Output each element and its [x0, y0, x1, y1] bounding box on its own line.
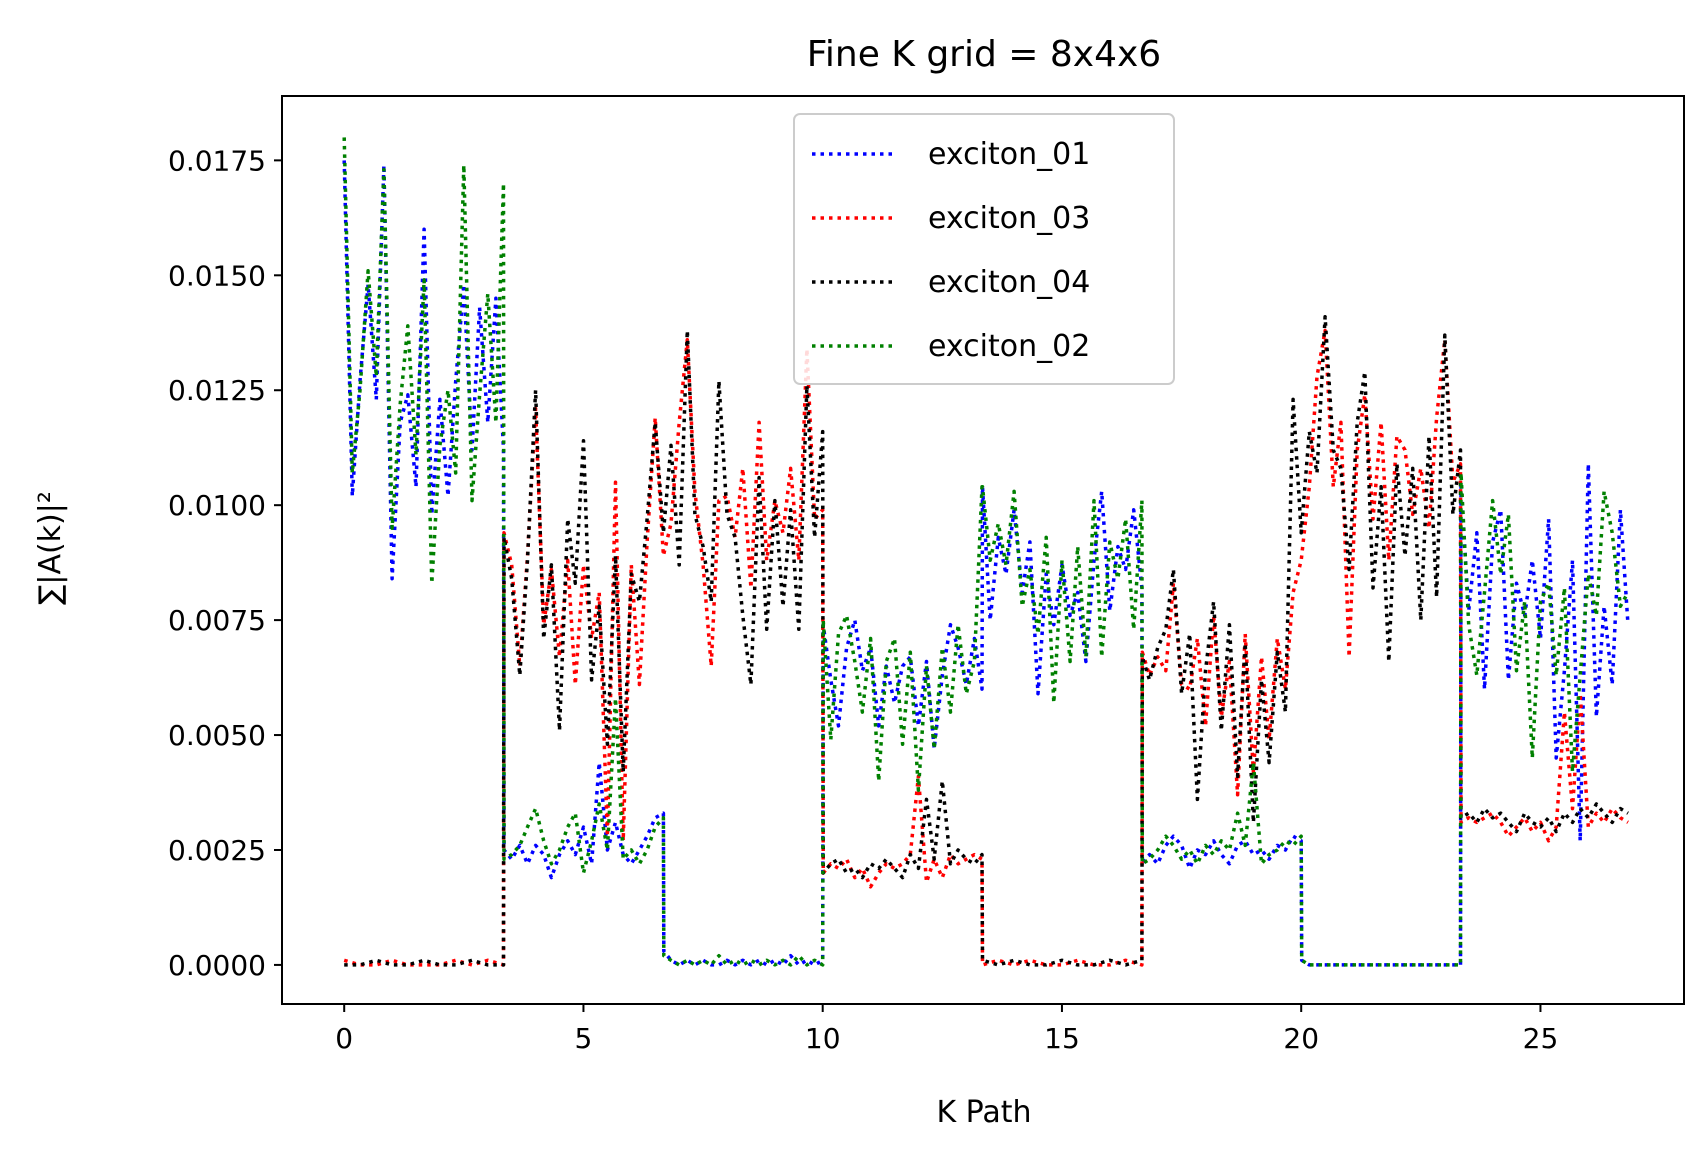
series-layer — [342, 137, 1630, 967]
chart-title: Fine K grid = 8x4x6 — [807, 34, 1161, 75]
legend-label-exciton_02: exciton_02 — [928, 329, 1090, 364]
y-tick-label: 0.0025 — [168, 834, 266, 867]
y-axis-label: ∑|A(k)|² — [33, 491, 68, 605]
x-tick-label: 0 — [335, 1022, 353, 1055]
x-axis-label: K Path — [936, 1095, 1031, 1130]
series-line-exciton_01 — [342, 160, 1630, 967]
y-tick-label: 0.0150 — [168, 259, 266, 292]
legend-label-exciton_03: exciton_03 — [928, 201, 1090, 236]
legend-box — [793, 113, 1175, 385]
legend-label-exciton_01: exciton_01 — [928, 137, 1090, 172]
y-tick-label: 0.0175 — [168, 144, 266, 177]
legend: exciton_01 exciton_03 exciton_04 exciton_02 — [793, 113, 1175, 385]
ticks-layer: 0 5 10 15 20 25 0.0000 0.0025 0.0050 0.0075 0.0100… — [168, 144, 1558, 1055]
x-tick-label: 10 — [805, 1022, 841, 1055]
x-tick-label: 5 — [575, 1022, 593, 1055]
y-tick-label: 0.0100 — [168, 489, 266, 522]
x-tick-label: 20 — [1283, 1022, 1319, 1055]
y-tick-label: 0.0050 — [168, 719, 266, 752]
y-tick-label: 0.0000 — [168, 949, 266, 982]
plot-area-frame — [281, 95, 1685, 1005]
y-tick-label: 0.0075 — [168, 604, 266, 637]
series-line-exciton_02 — [342, 137, 1630, 967]
y-tick-label: 0.0125 — [168, 374, 266, 407]
legend-label-exciton_04: exciton_04 — [928, 265, 1090, 300]
x-tick-label: 15 — [1044, 1022, 1080, 1055]
series-line-exciton_04 — [344, 314, 1629, 967]
x-tick-label: 25 — [1523, 1022, 1559, 1055]
